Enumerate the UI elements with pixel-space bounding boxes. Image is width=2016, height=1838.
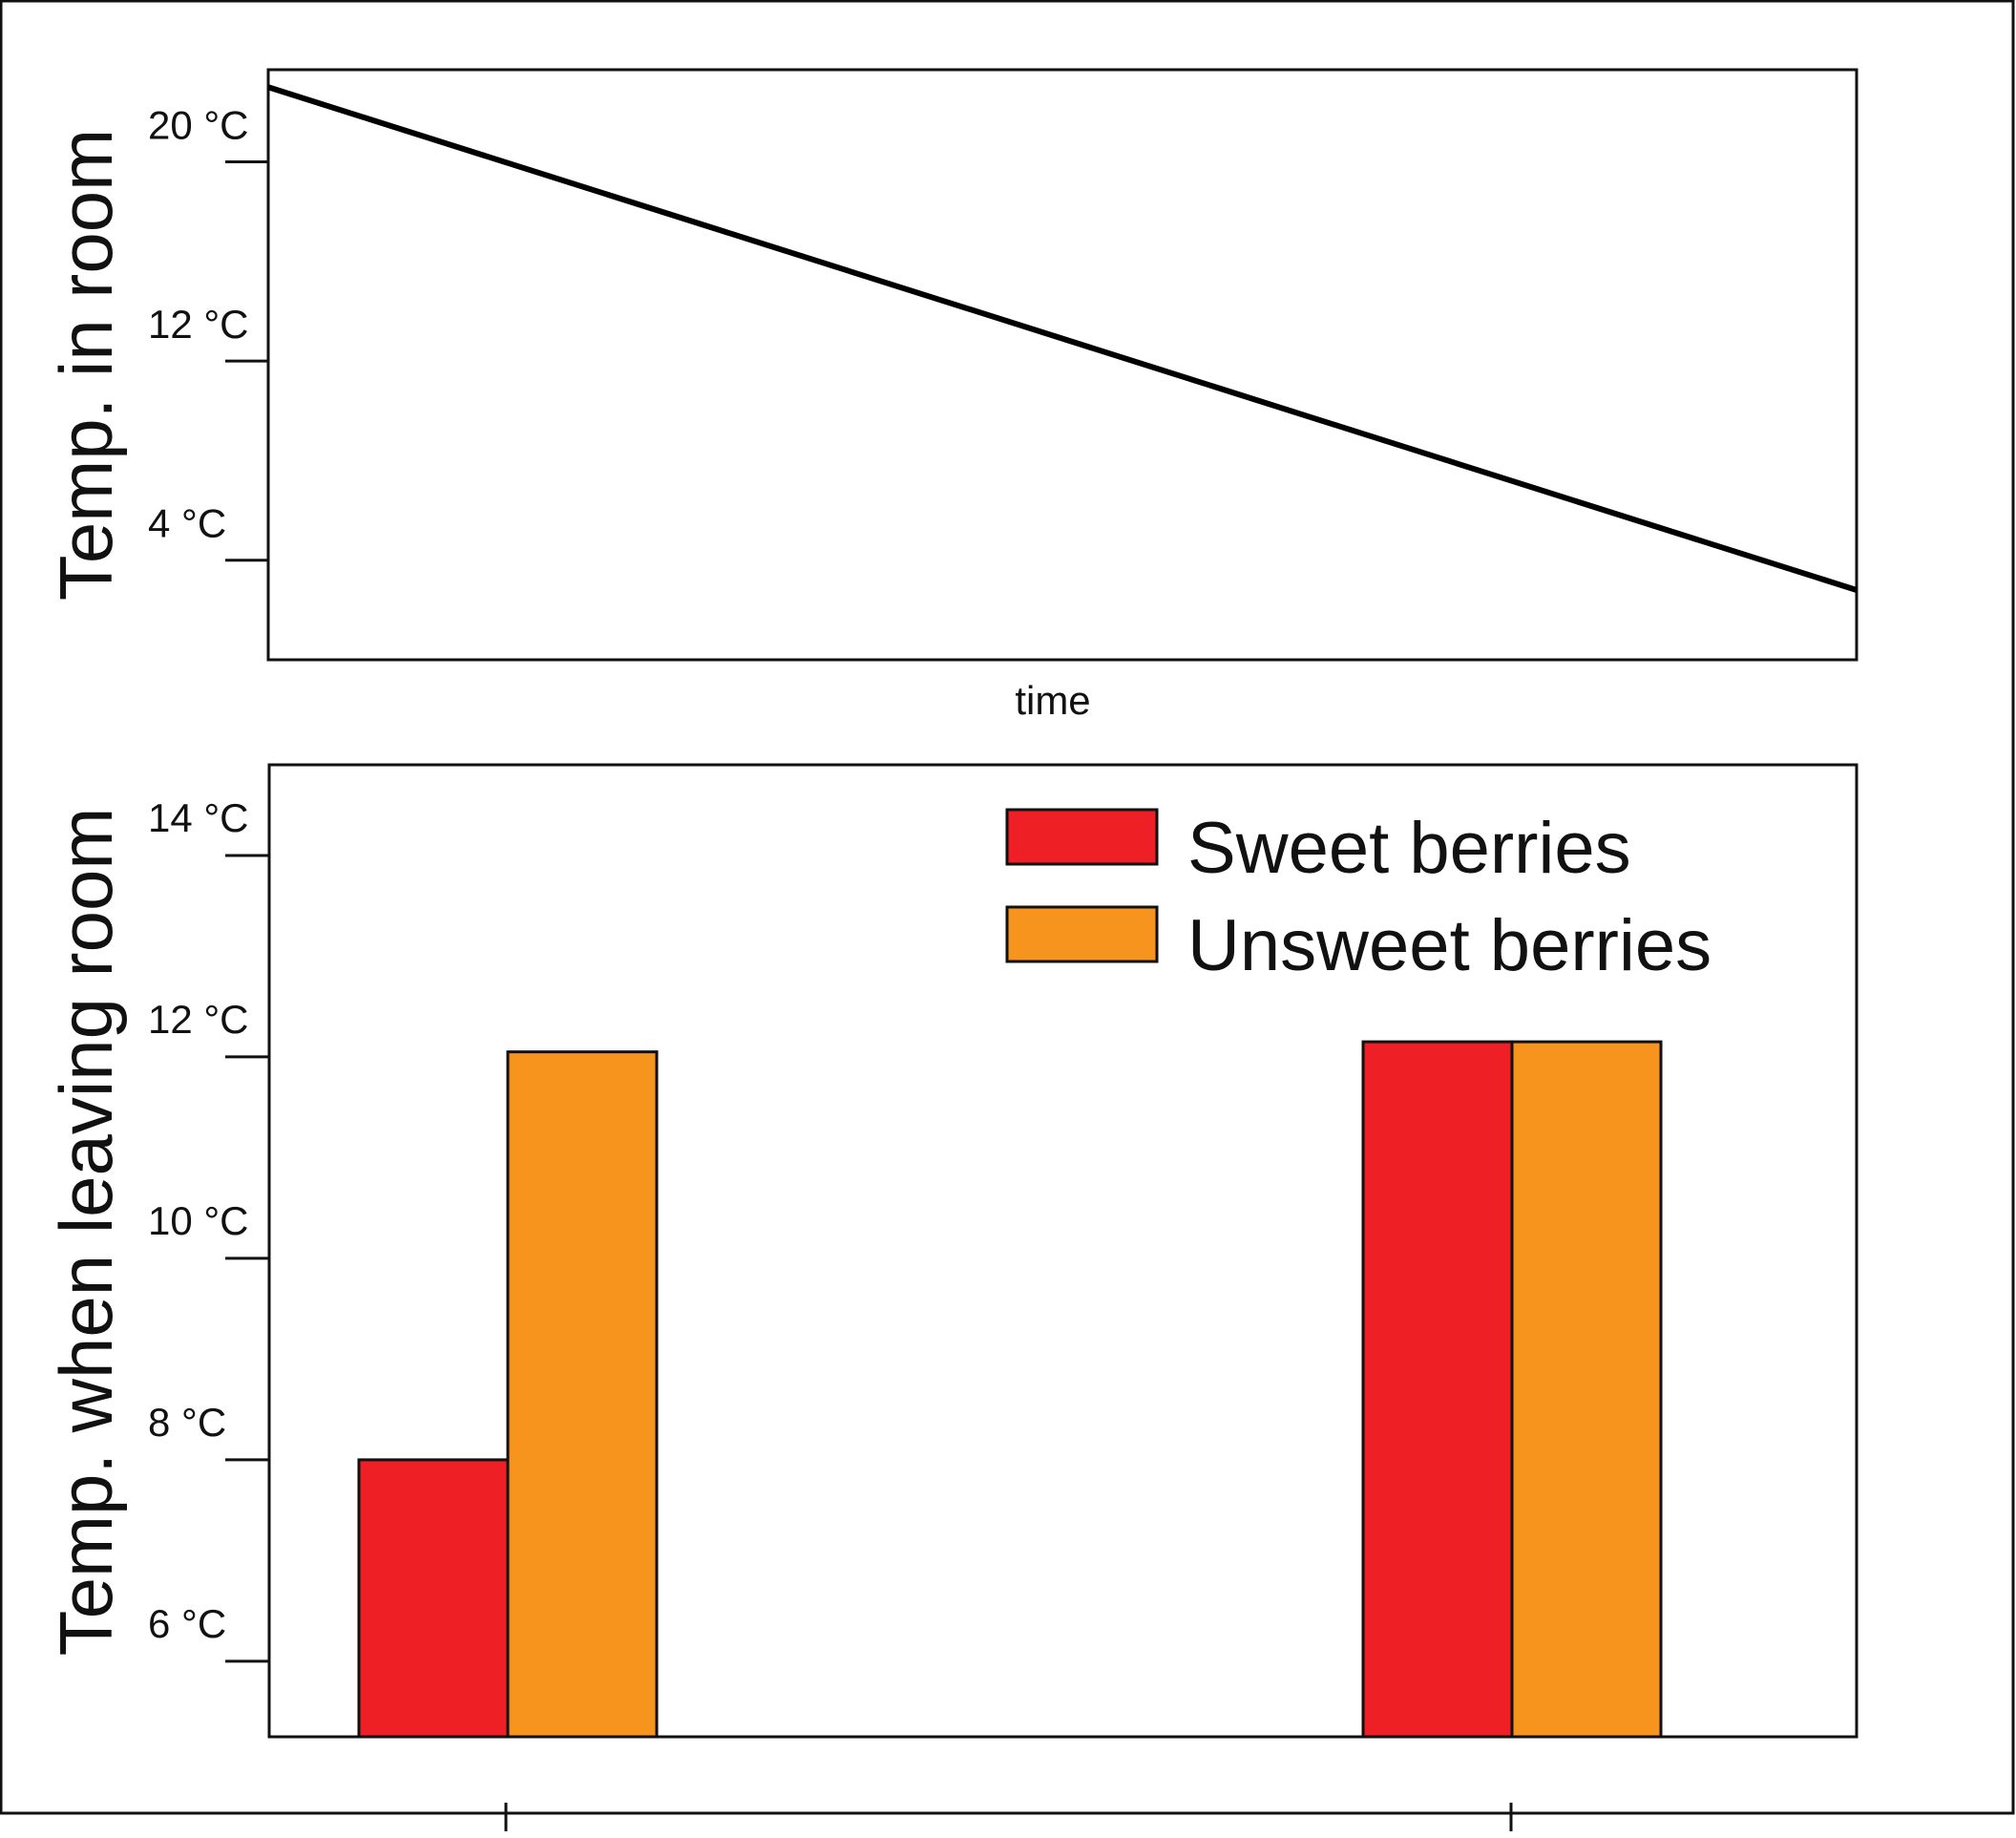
legend-label-unsweet-berries: Unsweet berries — [1187, 905, 1712, 986]
legend: Sweet berries Unsweet berries — [1005, 808, 1712, 986]
line-chart-x-label: time — [1015, 678, 1090, 723]
unsweet-berries-bar-2 — [1510, 1040, 1663, 1739]
line-chart-y-tick-label: 4 °C — [148, 501, 226, 546]
legend-swatch-sweet-berries — [1005, 808, 1159, 866]
bar-chart-bars — [357, 1040, 1663, 1739]
sweet-berries-bar-1 — [357, 1458, 510, 1739]
bar-chart-y-tick-label: 6 °C — [148, 1601, 226, 1646]
bar-chart-y-ticks: 14 °C 12 °C 10 °C 8 °C 6 °C — [148, 795, 269, 1663]
line-chart-y-tick-label: 20 °C — [148, 102, 249, 147]
line-chart-y-tick-label: 12 °C — [148, 302, 249, 347]
legend-label-sweet-berries: Sweet berries — [1187, 808, 1631, 889]
unsweet-berries-bar-1 — [506, 1050, 659, 1739]
room-temperature-line — [267, 84, 1858, 593]
sweet-berries-bar-2 — [1361, 1040, 1514, 1739]
line-chart-y-ticks: 20 °C 12 °C 4 °C — [148, 102, 268, 562]
bar-chart: 14 °C 12 °C 10 °C 8 °C 6 °C Temp. when leavi… — [44, 763, 1858, 1831]
legend-swatch-unsweet-berries — [1005, 905, 1159, 963]
bar-chart-y-label: Temp. when leaving room — [44, 808, 128, 1657]
bar-chart-plot-area — [267, 763, 1858, 1739]
bar-chart-y-tick-label: 12 °C — [148, 997, 249, 1042]
bar-chart-y-tick-label: 10 °C — [148, 1198, 249, 1243]
bar-chart-y-tick-label: 8 °C — [148, 1400, 226, 1445]
line-chart-y-label: Temp. in room — [44, 129, 128, 601]
line-chart-plot-area — [266, 68, 1858, 662]
line-chart: 20 °C 12 °C 4 °C time Temp. in room — [44, 68, 1858, 723]
bar-chart-y-tick-label: 14 °C — [148, 795, 249, 840]
